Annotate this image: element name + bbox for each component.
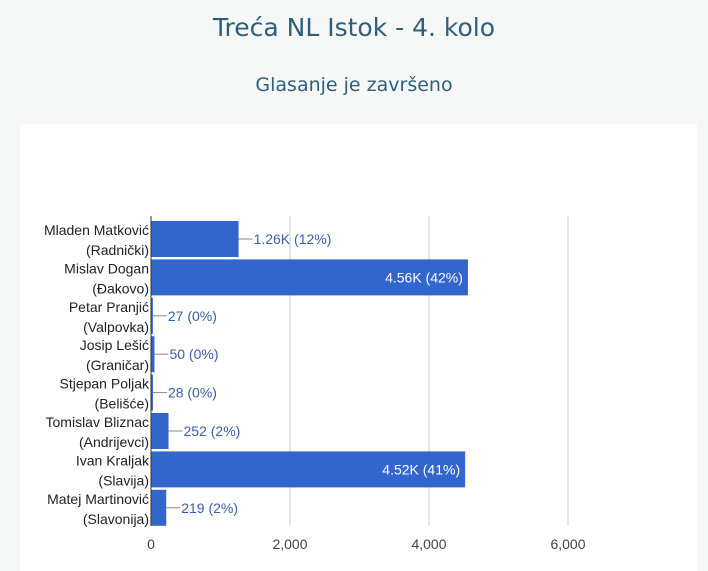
category-label-name: Tomislav Bliznac <box>46 414 149 430</box>
data-label: 27 (0%) <box>168 308 217 324</box>
x-tick-label: 0 <box>147 536 155 552</box>
category-label-name: Matej Martinović <box>47 491 149 507</box>
category-label-name: Ivan Kraljak <box>76 452 150 468</box>
data-label: 28 (0%) <box>168 385 217 401</box>
x-tick-label: 6,000 <box>550 536 585 552</box>
category-label-name: Stjepan Poljak <box>59 376 150 392</box>
chart-panel: 0 2,000 4,000 6,000 Mladen Matković (Radnički… <box>20 124 697 571</box>
category-label-name: Josip Lešić <box>80 337 149 353</box>
data-label: 252 (2%) <box>184 423 241 439</box>
chart-subtitle: Glasanje je završeno <box>255 74 453 96</box>
bar <box>151 413 169 449</box>
category-label-club: (Graničar) <box>86 357 149 373</box>
data-label: 1.26K (12%) <box>254 231 332 247</box>
chart-title: Treća NL Istok - 4. kolo <box>212 13 496 42</box>
bar <box>151 336 155 373</box>
bar <box>151 297 153 334</box>
category-label-club: (Belišće) <box>95 396 149 412</box>
category-label-club: (Đakovo) <box>92 280 149 296</box>
category-label-club: (Radnički) <box>86 242 149 258</box>
bar <box>151 374 153 411</box>
x-tick-label: 4,000 <box>411 536 446 552</box>
data-label: 4.52K (41%) <box>382 461 460 477</box>
data-label: 219 (2%) <box>181 500 238 516</box>
category-label-name: Mislav Dogan <box>64 260 149 276</box>
category-label-club: (Andrijevci) <box>79 434 149 450</box>
category-label-club: (Valpovka) <box>83 319 149 335</box>
bar <box>151 489 167 526</box>
data-label: 50 (0%) <box>169 346 218 362</box>
bar <box>151 259 468 296</box>
x-tick-label: 2,000 <box>272 536 307 552</box>
category-label-name: Petar Pranjić <box>69 299 149 315</box>
category-label-name: Mladen Matković <box>44 222 149 238</box>
bar-chart: 0 2,000 4,000 6,000 Mladen Matković (Radnički… <box>44 216 586 552</box>
bar <box>151 451 466 488</box>
data-label: 4.56K (42%) <box>385 269 463 285</box>
category-label-club: (Slavija) <box>98 472 149 488</box>
bar <box>151 221 239 257</box>
category-label-club: (Slavonija) <box>83 511 149 527</box>
